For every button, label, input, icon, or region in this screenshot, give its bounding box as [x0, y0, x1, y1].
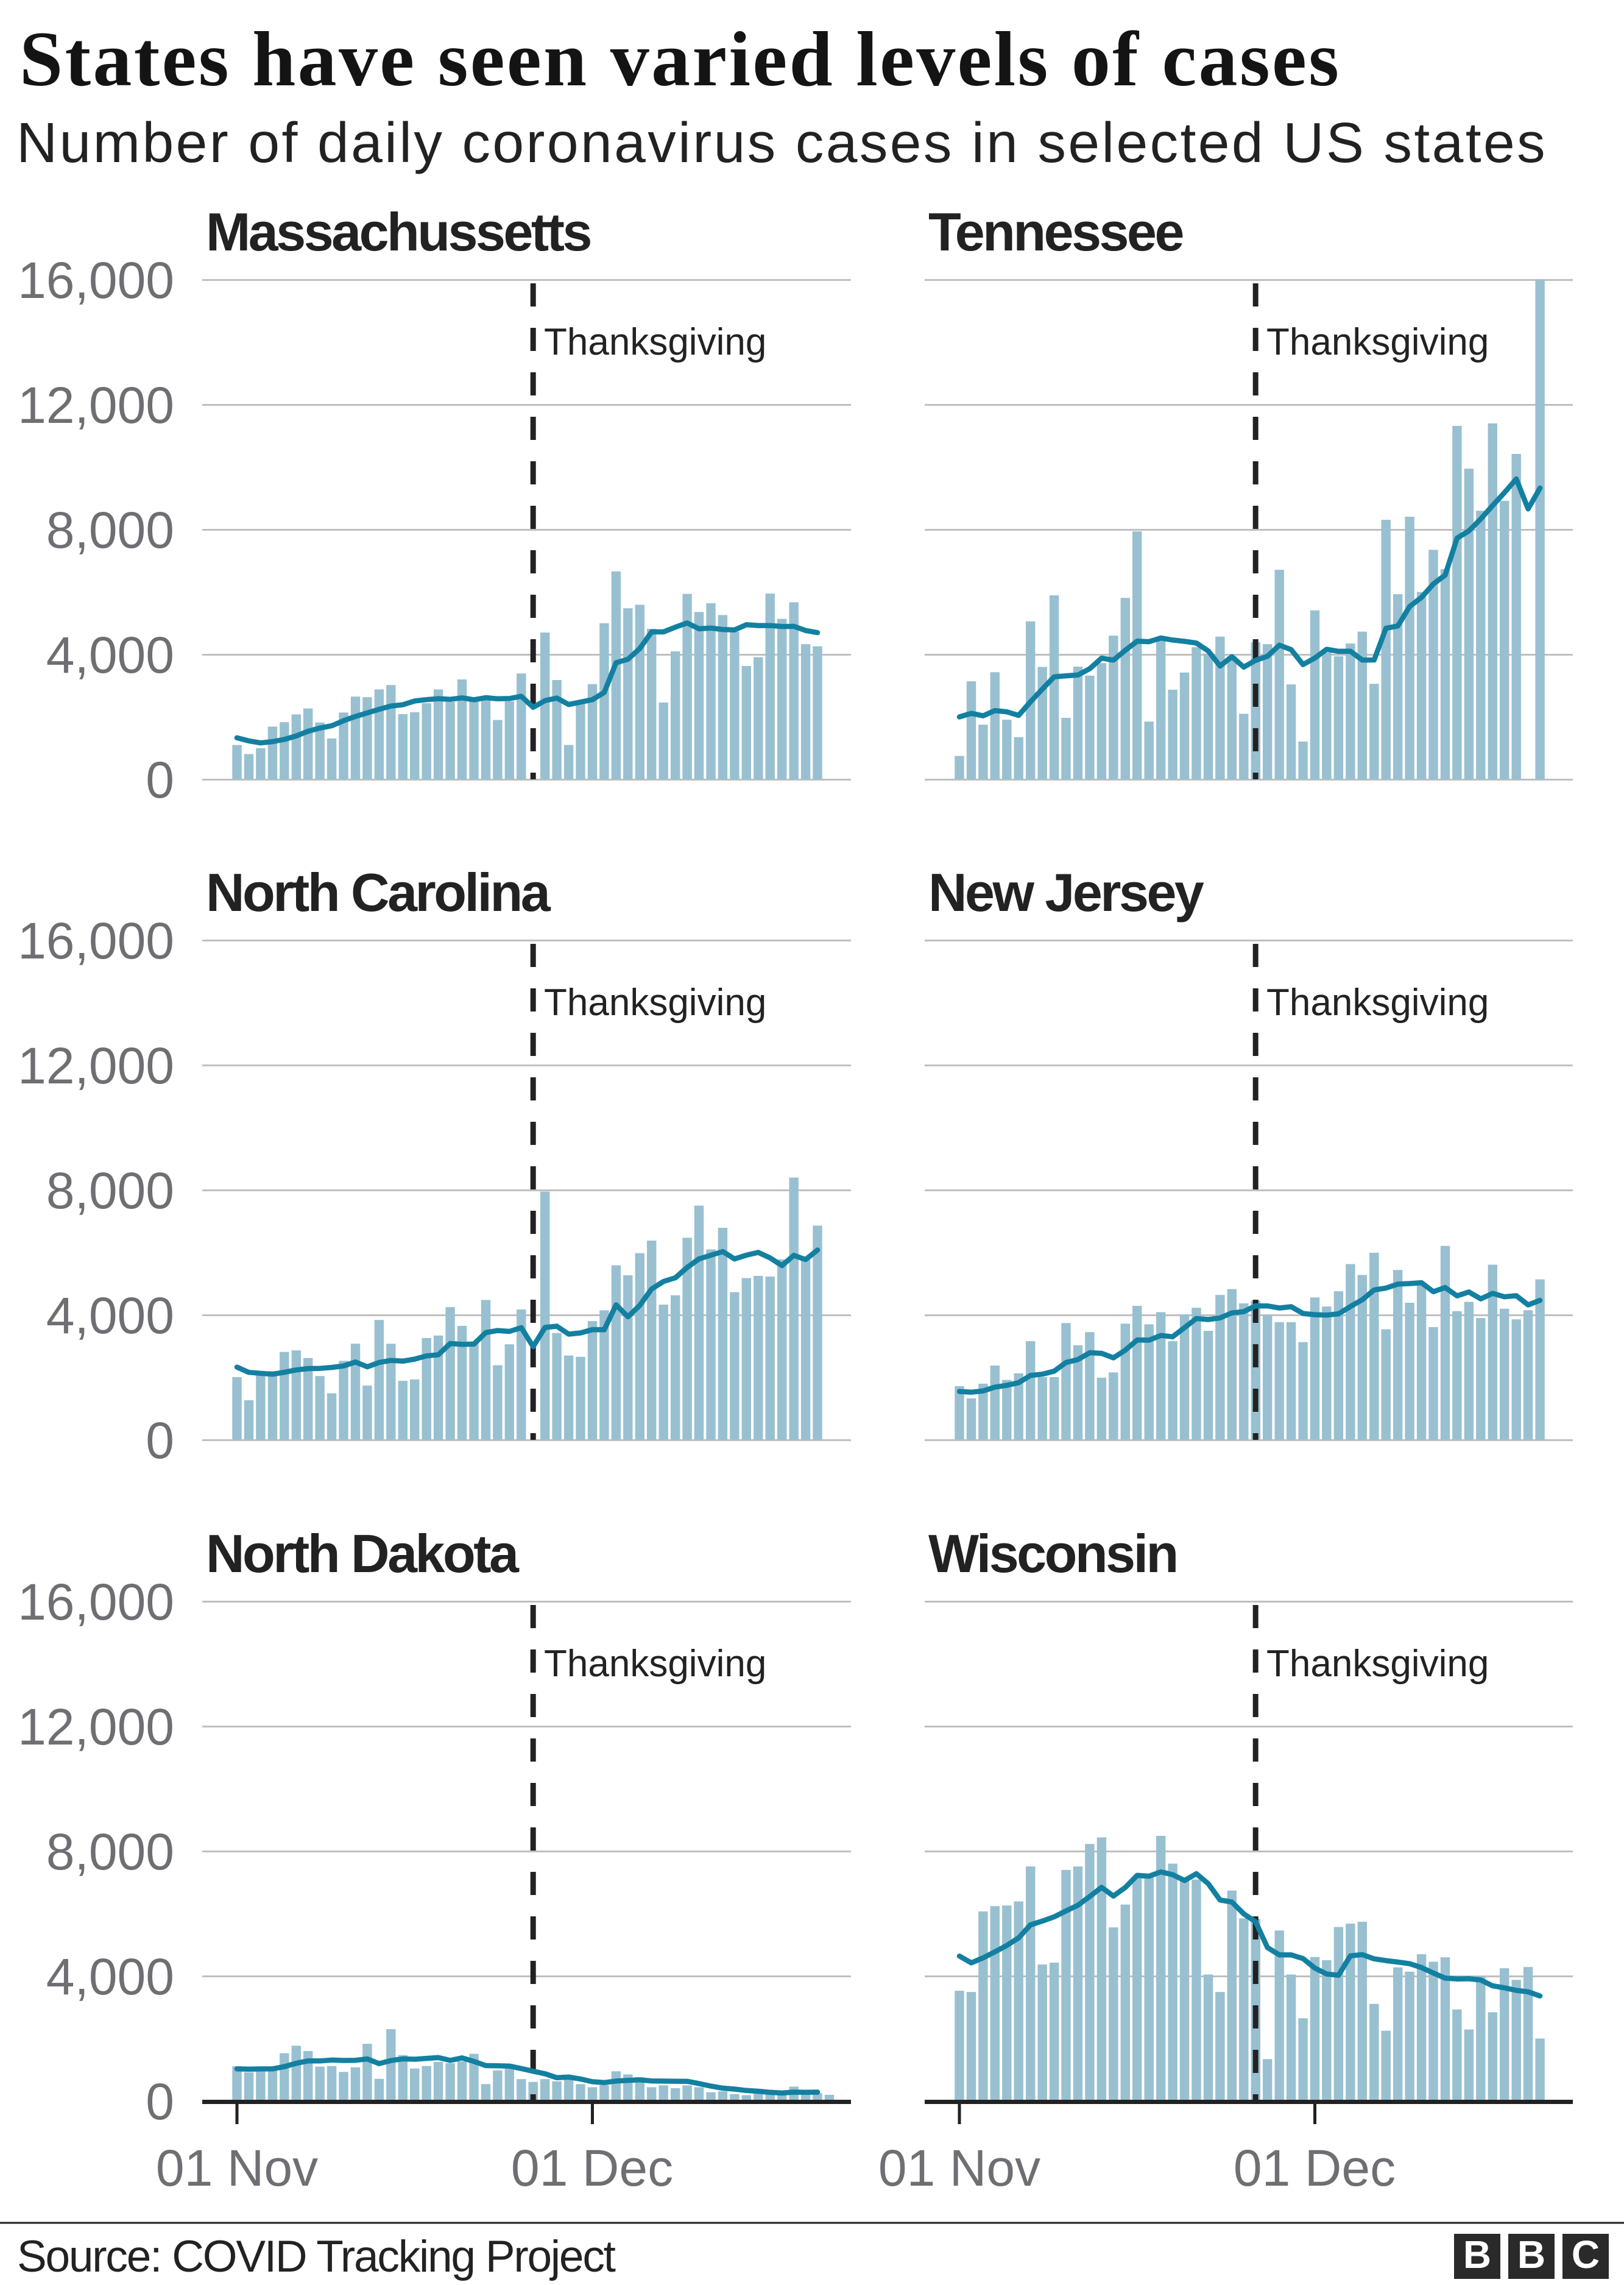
svg-text:B: B [1463, 2233, 1491, 2276]
svg-text:16,000: 16,000 [18, 1573, 174, 1631]
svg-text:0: 0 [146, 751, 174, 809]
svg-text:01 Dec: 01 Dec [1234, 2139, 1396, 2197]
svg-text:Tennessee: Tennessee [928, 202, 1182, 262]
svg-text:8,000: 8,000 [46, 501, 174, 559]
svg-text:Thanksgiving: Thanksgiving [1266, 982, 1489, 1024]
svg-text:4,000: 4,000 [46, 1287, 174, 1344]
svg-text:States have seen varied levels: States have seen varied levels of cases [19, 16, 1341, 102]
svg-text:12,000: 12,000 [18, 1037, 174, 1094]
svg-text:4,000: 4,000 [46, 626, 174, 684]
svg-text:North Carolina: North Carolina [206, 862, 551, 923]
svg-text:Thanksgiving: Thanksgiving [1266, 1643, 1489, 1685]
svg-text:8,000: 8,000 [46, 1162, 174, 1219]
svg-text:0: 0 [146, 1412, 174, 1469]
svg-text:Thanksgiving: Thanksgiving [544, 982, 766, 1024]
svg-text:Massachussetts: Massachussetts [206, 202, 590, 262]
svg-text:Source: COVID Tracking Project: Source: COVID Tracking Project [17, 2232, 616, 2281]
svg-text:Thanksgiving: Thanksgiving [544, 321, 766, 363]
svg-text:New Jersey: New Jersey [928, 862, 1204, 923]
svg-text:01 Nov: 01 Nov [156, 2139, 318, 2197]
svg-text:01 Nov: 01 Nov [878, 2139, 1040, 2197]
svg-text:16,000: 16,000 [18, 252, 174, 309]
svg-text:0: 0 [146, 2073, 174, 2130]
svg-text:16,000: 16,000 [18, 912, 174, 969]
svg-text:C: C [1572, 2233, 1600, 2276]
svg-text:12,000: 12,000 [18, 1698, 174, 1755]
svg-text:North Dakota: North Dakota [206, 1523, 520, 1584]
svg-text:01 Dec: 01 Dec [511, 2139, 673, 2197]
svg-text:Thanksgiving: Thanksgiving [544, 1643, 766, 1685]
svg-text:Wisconsin: Wisconsin [928, 1523, 1177, 1584]
svg-text:4,000: 4,000 [46, 1948, 174, 2005]
svg-text:8,000: 8,000 [46, 1823, 174, 1880]
svg-text:Thanksgiving: Thanksgiving [1266, 321, 1489, 363]
svg-text:12,000: 12,000 [18, 377, 174, 434]
svg-text:Number of daily coronavirus ca: Number of daily coronavirus cases in sel… [16, 111, 1547, 174]
svg-text:B: B [1517, 2233, 1545, 2276]
